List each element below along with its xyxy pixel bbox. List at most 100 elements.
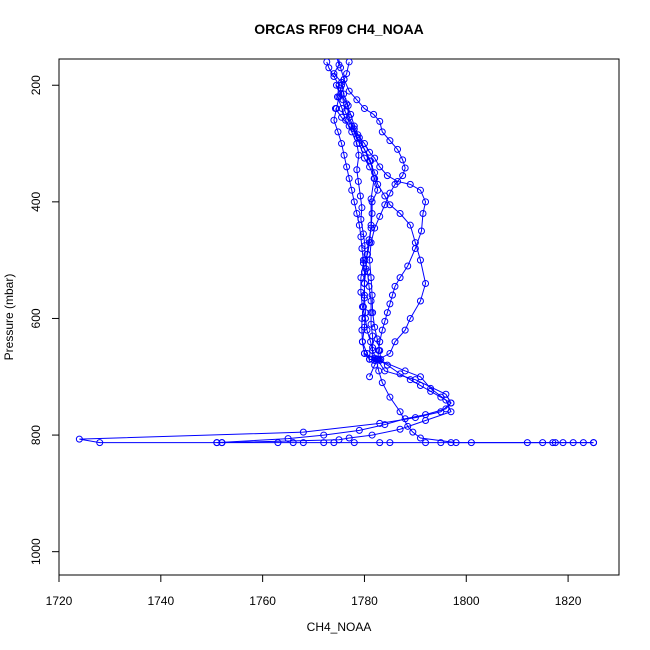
data-point	[335, 436, 343, 444]
data-point	[396, 210, 404, 218]
data-point	[355, 221, 363, 229]
data-point	[371, 323, 379, 331]
data-point	[386, 137, 394, 145]
data-point	[401, 326, 409, 334]
series-6	[340, 75, 409, 363]
data-point	[447, 408, 455, 416]
data-point	[368, 198, 376, 206]
data-point	[378, 379, 386, 387]
data-point	[332, 105, 340, 113]
data-point	[391, 282, 399, 290]
series-line	[336, 85, 427, 377]
data-point	[373, 335, 381, 343]
data-point	[406, 314, 414, 322]
data-point	[396, 370, 404, 378]
data-point	[422, 279, 430, 287]
series-line	[221, 59, 452, 444]
data-point	[376, 347, 384, 355]
data-point	[371, 356, 379, 364]
y-tick-label: 600	[29, 308, 43, 328]
data-point	[353, 210, 361, 218]
data-point	[371, 169, 379, 177]
plot-area	[75, 59, 598, 447]
data-point	[401, 164, 409, 172]
data-point	[299, 428, 307, 436]
data-point	[381, 192, 389, 200]
data-point	[367, 239, 375, 247]
data-point	[353, 96, 361, 104]
data-point	[360, 140, 368, 148]
data-point	[358, 204, 366, 212]
data-point	[366, 373, 374, 381]
data-point	[551, 439, 559, 447]
data-point	[416, 256, 424, 264]
data-point	[406, 180, 414, 188]
chart-title: ORCAS RF09 CH4_NOAA	[254, 21, 424, 37]
data-point	[345, 59, 353, 66]
data-point	[347, 110, 355, 118]
data-point	[437, 393, 445, 401]
data-point	[366, 148, 374, 156]
data-point	[335, 61, 343, 69]
data-point	[348, 186, 356, 194]
data-point	[360, 154, 368, 162]
data-point	[368, 210, 376, 218]
data-point	[330, 70, 338, 78]
x-tick-label: 1820	[555, 594, 582, 608]
data-point	[404, 262, 412, 270]
data-point	[447, 399, 455, 407]
x-tick-label: 1760	[249, 594, 276, 608]
data-point	[359, 256, 367, 264]
data-point	[340, 75, 348, 83]
data-point	[353, 166, 361, 174]
data-point	[376, 439, 384, 447]
data-point	[345, 434, 353, 442]
data-point	[338, 81, 346, 89]
data-point	[325, 64, 333, 72]
data-point	[386, 189, 394, 197]
data-point	[369, 309, 377, 317]
data-point	[375, 367, 383, 375]
data-point	[406, 221, 414, 229]
data-point	[416, 297, 424, 305]
data-point	[386, 439, 394, 447]
data-point	[376, 419, 384, 427]
data-point	[355, 426, 363, 434]
data-point	[401, 367, 409, 375]
data-point	[350, 122, 358, 130]
data-point	[354, 131, 362, 139]
data-point	[376, 163, 384, 171]
data-point	[386, 300, 394, 308]
data-point	[358, 244, 366, 252]
data-point	[358, 338, 366, 346]
data-point	[381, 317, 389, 325]
data-point	[332, 81, 340, 89]
data-point	[409, 428, 417, 436]
data-point	[367, 224, 375, 232]
data-point	[360, 349, 368, 357]
data-point	[368, 291, 376, 299]
data-point	[374, 180, 382, 188]
x-tick-label: 1800	[453, 594, 480, 608]
data-point	[360, 268, 368, 276]
data-point	[336, 59, 340, 60]
data-point	[350, 439, 358, 447]
x-axis-label: CH4_NOAA	[307, 620, 372, 634]
data-point	[360, 105, 368, 113]
data-point	[416, 373, 424, 381]
data-point	[394, 145, 402, 153]
data-point	[356, 192, 364, 200]
data-point	[391, 180, 399, 188]
data-point	[335, 93, 343, 101]
data-point	[359, 303, 367, 311]
data-point	[343, 100, 351, 108]
data-point	[419, 210, 427, 218]
y-tick-label: 800	[29, 425, 43, 445]
data-point	[396, 408, 404, 416]
data-point	[284, 435, 292, 443]
data-point	[391, 338, 399, 346]
data-point	[96, 439, 104, 447]
data-point	[417, 227, 425, 235]
data-point	[368, 431, 376, 439]
data-point	[416, 434, 424, 442]
